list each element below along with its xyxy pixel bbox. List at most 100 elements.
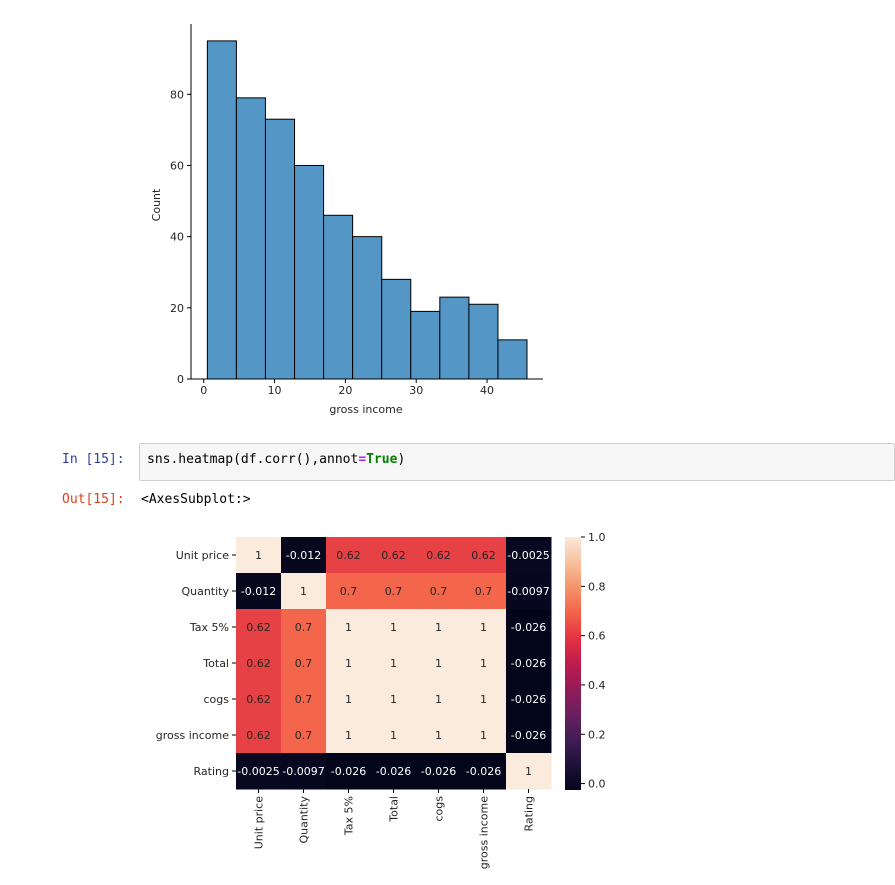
heatmap-annotation: -0.0025 — [237, 765, 279, 778]
heatmap-cell — [326, 753, 372, 790]
heatmap-row-label: cogs — [204, 693, 230, 706]
histogram-x-tick-label: 40 — [480, 384, 494, 397]
histogram-y-tick-label: 60 — [170, 159, 184, 172]
heatmap-annotation: -0.0025 — [507, 549, 549, 562]
heatmap-annotation: 0.62 — [471, 549, 496, 562]
heatmap-annotation: 1 — [345, 621, 352, 634]
heatmap-annotation: 1 — [525, 765, 532, 778]
heatmap-cell — [371, 681, 417, 718]
output-text: <AxesSubplot:> — [141, 492, 251, 507]
heatmap-annotation: 0.7 — [385, 585, 403, 598]
heatmap-col-label: gross income — [478, 796, 491, 869]
histogram-y-ticks: 0 20 40 60 80 — [170, 88, 191, 386]
heatmap-cell — [371, 573, 417, 610]
heatmap-col-label: Total — [388, 796, 401, 823]
heatmap-annotation: 0.62 — [246, 657, 271, 670]
histogram-x-ticks: 0 10 20 30 40 — [200, 379, 494, 397]
heatmap-annotation: -0.026 — [331, 765, 366, 778]
heatmap-cell — [461, 573, 507, 610]
histogram-y-tick-label: 20 — [170, 302, 184, 315]
heatmap-cell — [416, 645, 462, 682]
heatmap-cell — [416, 753, 462, 790]
heatmap-annotation: 1 — [390, 621, 397, 634]
colorbar-tick-label: 0.0 — [588, 778, 606, 791]
heatmap-col-label: Quantity — [298, 796, 311, 844]
heatmap-annotation: 1 — [390, 729, 397, 742]
histogram-x-tick-label: 30 — [409, 384, 423, 397]
heatmap-cell — [371, 753, 417, 790]
heatmap-cell — [281, 717, 327, 754]
code-line[interactable]: sns.heatmap(df.corr(),annot=True) — [147, 452, 405, 467]
heatmap-annotation: -0.026 — [511, 657, 546, 670]
heatmap-cell — [506, 681, 552, 718]
code-cell-input[interactable]: sns.heatmap(df.corr(),annot=True) — [139, 443, 895, 481]
code-operator: = — [358, 452, 367, 467]
heatmap-cell — [461, 753, 507, 790]
heatmap-annotation: 0.62 — [381, 549, 406, 562]
heatmap-cell — [371, 609, 417, 646]
heatmap-cell — [461, 537, 507, 574]
colorbar-tick-label: 0.6 — [588, 630, 606, 643]
heatmap-annotation: 0.7 — [475, 585, 493, 598]
histogram-x-tick-label: 0 — [200, 384, 207, 397]
heatmap-cell — [506, 573, 552, 610]
heatmap-row-label: Tax 5% — [189, 621, 229, 634]
heatmap-annotation: 0.62 — [246, 729, 271, 742]
heatmap-cell — [371, 537, 417, 574]
heatmap-annotation: -0.026 — [376, 765, 411, 778]
heatmap-row-label: Quantity — [181, 585, 229, 598]
heatmap-annotation: 1 — [435, 729, 442, 742]
colorbar-tick-label: 0.8 — [588, 580, 606, 593]
heatmap-annotation: 1 — [345, 729, 352, 742]
heatmap-cell — [236, 537, 282, 574]
heatmap-annotation: -0.0097 — [507, 585, 549, 598]
heatmap-row-label: gross income — [156, 729, 229, 742]
heatmap-cell — [281, 753, 327, 790]
heatmap-cell — [236, 645, 282, 682]
heatmap-annotation: 1 — [435, 657, 442, 670]
heatmap-cell — [506, 753, 552, 790]
heatmap-annotation: -0.026 — [511, 621, 546, 634]
heatmap-cells — [236, 537, 552, 790]
histogram-bar — [235, 97, 266, 380]
heatmap-cell — [281, 645, 327, 682]
histogram-bar — [323, 214, 354, 380]
heatmap-annotation: -0.0097 — [282, 765, 324, 778]
heatmap-cell — [326, 609, 372, 646]
heatmap-annotation: -0.026 — [466, 765, 501, 778]
histogram-y-tick-label: 0 — [177, 373, 184, 386]
heatmap-cell — [236, 681, 282, 718]
heatmap-annotation: 0.62 — [246, 693, 271, 706]
heatmap-annotation: 0.7 — [295, 693, 313, 706]
heatmap-annotation: -0.026 — [511, 693, 546, 706]
histogram-bar — [381, 278, 412, 380]
heatmap-annotations: 1 -0.012 0.62 0.62 0.62 0.62 -0.0025 -0.012 1 0.7… — [237, 549, 549, 778]
heatmap-annotation: 1 — [480, 621, 487, 634]
histogram-axes — [190, 24, 543, 380]
heatmap-col-label: Unit price — [253, 796, 266, 849]
heatmap-cell — [281, 537, 327, 574]
heatmap-annotation: 1 — [435, 621, 442, 634]
heatmap-cell — [371, 645, 417, 682]
heatmap-cell — [461, 681, 507, 718]
heatmap-cell — [236, 573, 282, 610]
heatmap-chart: 1 -0.012 0.62 0.62 0.62 0.62 -0.0025 -0.012 1 0.7… — [156, 531, 606, 869]
heatmap-annotation: -0.026 — [421, 765, 456, 778]
colorbar-tick-label: 0.4 — [588, 679, 606, 692]
heatmap-cell — [326, 681, 372, 718]
heatmap-annotation: 0.62 — [246, 621, 271, 634]
heatmap-cell — [416, 609, 462, 646]
histogram-bar — [410, 310, 441, 380]
heatmap-cell — [416, 573, 462, 610]
heatmap-annotation: 0.62 — [336, 549, 361, 562]
heatmap-annotation: -0.012 — [241, 585, 276, 598]
heatmap-annotation: 1 — [435, 693, 442, 706]
heatmap-row-label: Rating — [194, 765, 229, 778]
output-prompt: Out[15]: — [62, 492, 125, 507]
heatmap-cell — [326, 645, 372, 682]
colorbar-tick-label: 1.0 — [588, 531, 606, 544]
heatmap-cell — [506, 609, 552, 646]
colorbar-tick-label: 0.2 — [588, 728, 606, 741]
heatmap-cell — [461, 717, 507, 754]
heatmap-annotation: 1 — [300, 585, 307, 598]
